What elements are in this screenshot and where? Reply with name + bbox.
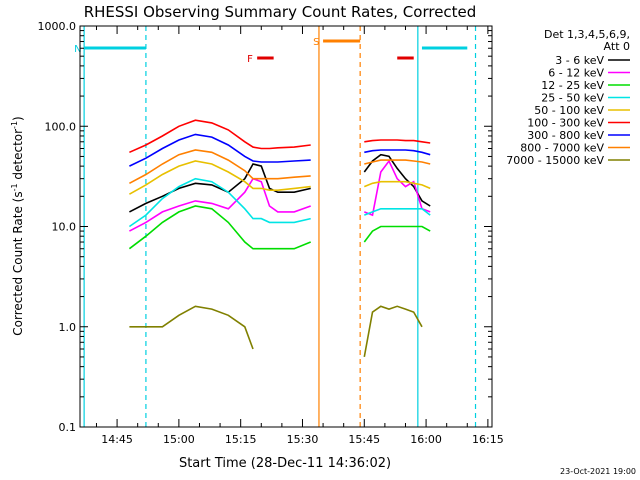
legend-label-5: 100 - 300 keV: [527, 117, 604, 130]
legend-label-1: 6 - 12 keV: [548, 67, 604, 80]
series-line-0-seg1-0: [129, 163, 311, 213]
y-axis-label-main: Corrected Count Rate (s: [11, 191, 25, 335]
x-tick-label-1: 15:00: [163, 433, 195, 446]
legend-label-6: 300 - 800 keV: [527, 129, 604, 142]
y-axis-label-sup2: -1: [10, 121, 19, 129]
y-tick-label-3: 100.0: [45, 120, 77, 133]
chart-title: RHESSI Observing Summary Count Rates, Co…: [84, 3, 477, 21]
legend-label-0: 3 - 6 keV: [555, 54, 604, 67]
legend-header-line1: Det 1,3,4,5,6,9,: [544, 28, 630, 41]
y-axis-label-mid: detector: [11, 129, 25, 184]
series-line-8-seg2-0: [363, 305, 423, 358]
annotation-label-0: N: [74, 44, 81, 55]
series-line-6-seg2-0: [364, 149, 431, 156]
series-line-7-seg1-0: [129, 149, 311, 185]
series-line-3-seg1-0: [128, 177, 311, 228]
y-axis-label: Corrected Count Rate (s-1 detector-1): [10, 116, 25, 335]
series-line-5-seg2-0: [364, 139, 431, 144]
series-line-0-seg2-0: [363, 153, 431, 207]
legend-label-8: 7000 - 15000 keV: [506, 154, 604, 167]
footer-date: 23-Oct-2021 19:00: [560, 467, 636, 476]
series-line-5-seg1-0: [129, 119, 311, 154]
legend-label-3: 25 - 50 keV: [541, 92, 604, 105]
x-tick-label-5: 16:00: [410, 433, 442, 446]
y-axis: 0.1 1.0 10.0 100.0 1000.0: [38, 20, 492, 434]
x-axis-label: Start Time (28-Dec-11 14:36:02): [179, 456, 391, 471]
series-line-7-seg2-0: [364, 159, 431, 165]
x-tick-label-3: 15:30: [287, 433, 319, 446]
annotation-label-2: S: [313, 37, 319, 48]
y-tick-label-0: 0.1: [59, 421, 77, 434]
series-line-4-seg2-0: [364, 180, 431, 190]
y-axis-label-sup1: -1: [10, 183, 19, 191]
y-tick-label-1: 1.0: [59, 321, 77, 334]
y-axis-label-end: ): [11, 116, 25, 121]
legend-label-2: 12 - 25 keV: [541, 79, 604, 92]
series-line-4-seg1-0: [129, 160, 311, 195]
series-line-1-seg2-0: [364, 159, 431, 217]
legend-label-4: 50 - 100 keV: [534, 104, 604, 117]
annotation-label-1: F: [247, 54, 253, 65]
series-line-2-seg2-0: [363, 225, 431, 243]
x-tick-label-4: 15:45: [348, 433, 380, 446]
legend-header-line2: Att 0: [604, 40, 630, 53]
series-line-6-seg1-0: [129, 133, 311, 167]
series-line-8-seg1-0: [129, 305, 254, 350]
series-line-3-seg2-0: [364, 208, 431, 216]
plot-layer: N F S: [74, 26, 477, 427]
y-tick-label-2: 10.0: [52, 221, 77, 234]
legend-label-7: 800 - 7000 keV: [520, 142, 604, 155]
x-tick-label-2: 15:15: [225, 433, 257, 446]
x-tick-label-0: 14:45: [101, 433, 133, 446]
x-tick-label-6: 16:15: [472, 433, 504, 446]
series-line-2-seg1-0: [128, 205, 312, 250]
x-axis: 14:45 15:00 15:15 15:30 15:45 16:00 16:15: [95, 26, 504, 446]
y-tick-label-4: 1000.0: [38, 20, 77, 33]
